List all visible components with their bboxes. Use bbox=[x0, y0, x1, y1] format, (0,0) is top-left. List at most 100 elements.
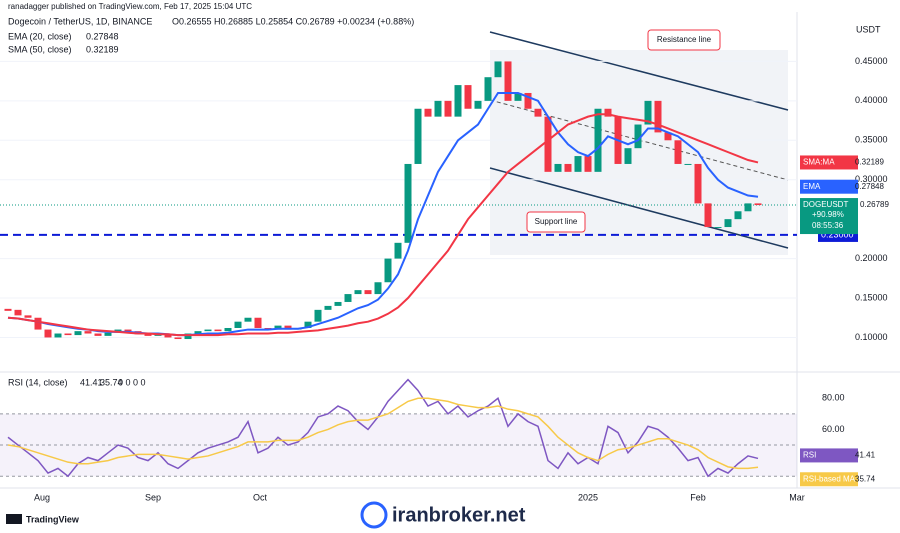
candle bbox=[244, 317, 252, 322]
candle bbox=[694, 163, 702, 204]
published: ranadagger published on TradingView.com,… bbox=[8, 2, 252, 11]
value-tag bbox=[800, 472, 858, 487]
candle bbox=[534, 108, 542, 117]
candle bbox=[574, 156, 582, 172]
last-tag bbox=[800, 198, 858, 235]
tag-name: EMA bbox=[803, 182, 821, 191]
last-countdown: 08:55:36 bbox=[812, 221, 844, 230]
candle bbox=[544, 116, 552, 172]
candle bbox=[194, 331, 202, 334]
candle bbox=[604, 108, 612, 117]
candle bbox=[634, 124, 642, 149]
tag-value: 0.32189 bbox=[855, 158, 884, 167]
candle bbox=[714, 227, 722, 229]
indicator-line bbox=[7, 113, 759, 337]
currency: USDT bbox=[856, 24, 881, 34]
candle bbox=[734, 211, 742, 220]
candle bbox=[54, 333, 62, 338]
candle bbox=[214, 329, 222, 332]
tag-name: SMA:MA bbox=[803, 158, 835, 167]
logo bbox=[6, 514, 22, 524]
candle bbox=[504, 61, 512, 101]
y-tick-label: 0.20000 bbox=[855, 253, 888, 263]
candle bbox=[464, 85, 472, 109]
candle bbox=[174, 337, 182, 340]
candle bbox=[414, 108, 422, 164]
candle bbox=[24, 315, 32, 318]
value-tag bbox=[800, 155, 858, 170]
candle bbox=[754, 203, 762, 206]
annotation: Support line bbox=[535, 217, 578, 226]
candle bbox=[514, 92, 522, 101]
candle bbox=[44, 329, 52, 338]
annotation: Resistance line bbox=[657, 35, 712, 44]
candle bbox=[94, 333, 102, 336]
candle bbox=[84, 331, 92, 334]
candle bbox=[674, 140, 682, 164]
annotation-box bbox=[647, 29, 721, 51]
candle bbox=[724, 219, 732, 228]
candle bbox=[74, 331, 82, 336]
rsi-tick-label: 60.00 bbox=[822, 424, 845, 434]
y-tick-label: 0.30000 bbox=[855, 174, 888, 184]
candle bbox=[224, 327, 232, 332]
candle bbox=[554, 163, 562, 172]
candle bbox=[234, 321, 242, 328]
tag-value: 35.74 bbox=[855, 474, 876, 483]
rsi-value: 41.41 bbox=[80, 377, 103, 387]
footer: TradingView bbox=[26, 514, 80, 524]
candle bbox=[204, 329, 212, 332]
candle bbox=[274, 325, 282, 330]
candle bbox=[404, 163, 412, 243]
candle bbox=[394, 242, 402, 259]
watermark-logo bbox=[360, 501, 388, 529]
candle bbox=[344, 294, 352, 302]
tag-value: 0.27848 bbox=[855, 182, 884, 191]
y-tick-label: 0.45000 bbox=[855, 56, 888, 66]
rsi-ma-value: 35.74 bbox=[100, 377, 123, 387]
candle bbox=[434, 100, 442, 117]
last-change: +90.98% bbox=[812, 210, 844, 219]
candle bbox=[584, 156, 592, 172]
candle bbox=[474, 100, 482, 109]
last-name: DOGEUSDT bbox=[803, 200, 848, 209]
candle bbox=[254, 317, 262, 328]
x-tick-label: Aug bbox=[34, 492, 50, 502]
candle bbox=[284, 325, 292, 330]
value-tag bbox=[800, 448, 858, 463]
candle bbox=[64, 333, 72, 336]
x-tick-label: Oct bbox=[253, 492, 268, 502]
tag-name: RSI bbox=[803, 451, 816, 460]
candle bbox=[384, 258, 392, 283]
candle bbox=[484, 77, 492, 101]
candle bbox=[684, 163, 692, 165]
candle bbox=[524, 92, 532, 109]
y-tick-label: 0.35000 bbox=[855, 135, 888, 145]
y-tick-label: 0.15000 bbox=[855, 292, 888, 302]
candle bbox=[594, 108, 602, 172]
ema-legend: EMA (20, close) bbox=[8, 31, 72, 41]
support-line bbox=[489, 167, 789, 249]
ema-value: 0.27848 bbox=[86, 31, 119, 41]
rsi-extra: 0 0 0 0 bbox=[118, 377, 146, 387]
y-tick-label: 0.40000 bbox=[855, 95, 888, 105]
x-tick-label: 2025 bbox=[578, 492, 598, 502]
candle bbox=[14, 309, 22, 316]
ohlc: O0.26555 H0.26885 L0.25854 C0.26789 +0.0… bbox=[172, 16, 414, 26]
candle bbox=[354, 290, 362, 295]
candle bbox=[564, 163, 572, 172]
tag-value: 41.41 bbox=[855, 451, 876, 460]
candle bbox=[124, 329, 132, 332]
last-value: 0.26789 bbox=[860, 200, 889, 209]
candle bbox=[364, 290, 372, 295]
candle bbox=[314, 309, 322, 322]
sma-legend: SMA (50, close) bbox=[8, 44, 72, 54]
candle bbox=[104, 332, 112, 336]
candle bbox=[324, 305, 332, 310]
candle bbox=[164, 333, 172, 338]
candle bbox=[444, 100, 452, 117]
candle bbox=[494, 61, 502, 78]
candle bbox=[454, 85, 462, 117]
sma-value: 0.32189 bbox=[86, 44, 119, 54]
candle bbox=[374, 282, 382, 295]
